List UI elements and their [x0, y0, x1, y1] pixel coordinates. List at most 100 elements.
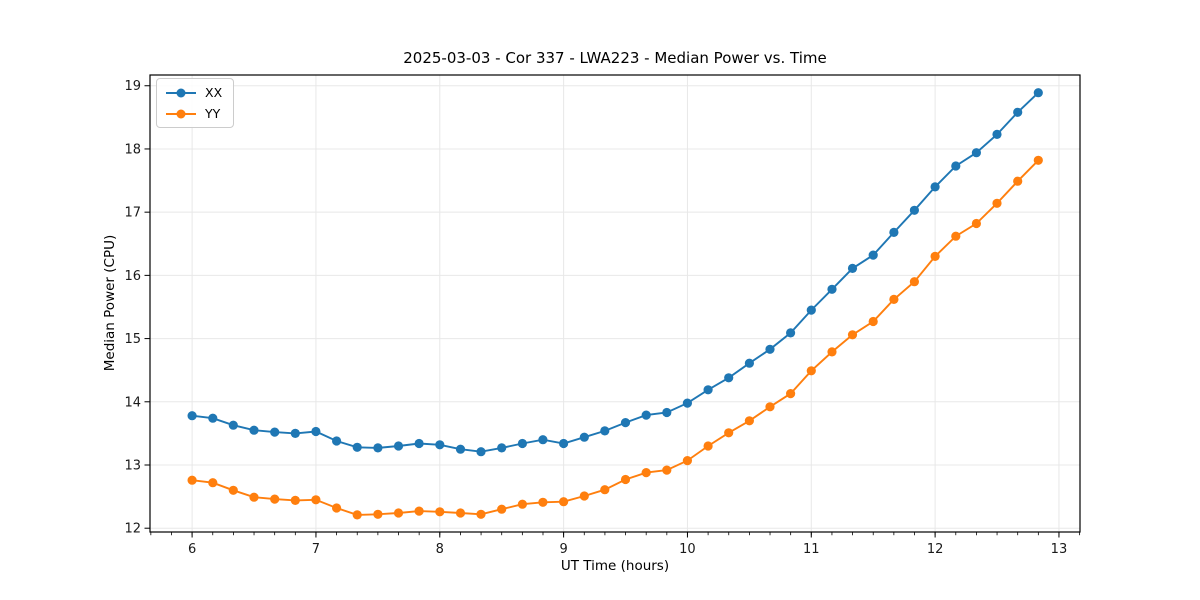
data-point-YY: [951, 231, 961, 241]
x-tick-label: 12: [927, 542, 944, 557]
data-point-YY: [559, 497, 569, 507]
data-point-XX: [806, 305, 816, 315]
data-point-YY: [414, 506, 424, 516]
data-point-YY: [393, 508, 404, 518]
legend-item-XX: XX: [166, 85, 222, 100]
data-point-YY: [620, 474, 631, 485]
y-tick-label: 18: [124, 142, 141, 157]
data-point-XX: [703, 385, 713, 395]
data-point-XX: [992, 129, 1002, 139]
legend-line-marker-icon: [166, 112, 196, 115]
data-point-XX: [847, 263, 858, 273]
y-tick-label: 16: [124, 269, 141, 284]
x-axis-label: UT Time (hours): [560, 558, 670, 574]
data-point-XX: [868, 250, 878, 260]
data-point-YY: [373, 509, 383, 519]
data-point-YY: [208, 478, 218, 488]
y-tick-label: 17: [124, 206, 141, 221]
chart-title: 2025-03-03 - Cor 337 - LWA223 - Median P…: [403, 49, 827, 67]
data-point-XX: [393, 441, 404, 451]
legend-item-YY: YY: [166, 106, 222, 121]
data-point-XX: [579, 432, 589, 442]
data-point-XX: [187, 411, 197, 421]
data-point-YY: [744, 416, 755, 426]
data-point-YY: [724, 428, 734, 438]
data-point-XX: [435, 440, 445, 450]
y-tick-label: 19: [124, 79, 141, 94]
legend-label: XX: [205, 85, 223, 100]
data-point-XX: [682, 398, 693, 408]
data-point-YY: [600, 485, 610, 495]
data-point-YY: [992, 198, 1002, 208]
data-point-YY: [703, 441, 713, 451]
data-point-XX: [497, 443, 507, 453]
data-point-YY: [435, 507, 445, 517]
data-point-XX: [538, 435, 548, 445]
data-point-YY: [641, 468, 651, 478]
data-point-XX: [641, 410, 651, 420]
data-point-XX: [455, 444, 466, 454]
data-point-XX: [311, 426, 321, 437]
data-point-XX: [249, 425, 259, 435]
y-axis-label: Median Power (CPU): [102, 234, 118, 372]
data-point-XX: [662, 407, 672, 418]
x-tick-label: 7: [312, 542, 320, 557]
data-point-YY: [455, 508, 466, 518]
legend-label: YY: [205, 106, 221, 121]
data-point-XX: [332, 436, 342, 446]
x-tick-label: 9: [559, 542, 567, 557]
data-point-YY: [187, 475, 197, 485]
x-tick-label: 13: [1051, 542, 1068, 557]
series-line-XX: [191, 92, 1039, 453]
data-point-XX: [971, 148, 982, 158]
data-point-YY: [249, 492, 259, 502]
data-point-XX: [1013, 107, 1023, 117]
data-point-XX: [765, 344, 775, 354]
legend: XX YY: [156, 78, 235, 128]
data-point-XX: [373, 443, 383, 453]
y-tick-label: 15: [124, 332, 141, 347]
data-point-YY: [517, 499, 528, 509]
data-point-YY: [930, 251, 940, 261]
data-point-XX: [290, 428, 300, 438]
data-point-YY: [290, 495, 300, 505]
x-tick-label: 10: [679, 542, 696, 557]
data-point-XX: [909, 205, 920, 215]
data-point-XX: [1033, 88, 1043, 98]
data-point-YY: [909, 277, 920, 287]
data-point-YY: [579, 491, 589, 501]
data-point-XX: [228, 420, 238, 430]
x-tick-label: 6: [188, 542, 196, 557]
data-point-YY: [538, 497, 548, 507]
data-point-XX: [620, 418, 631, 428]
data-point-YY: [765, 402, 775, 412]
data-point-YY: [662, 465, 672, 475]
data-point-XX: [270, 427, 280, 437]
data-point-YY: [332, 503, 342, 513]
data-point-YY: [682, 456, 693, 466]
data-point-XX: [889, 227, 899, 237]
data-point-XX: [352, 442, 362, 452]
data-point-YY: [311, 495, 321, 505]
data-point-YY: [270, 494, 280, 504]
data-point-YY: [827, 347, 837, 357]
data-point-XX: [559, 438, 569, 449]
data-point-XX: [930, 182, 940, 192]
data-point-XX: [786, 328, 796, 338]
data-point-XX: [208, 413, 218, 423]
data-point-YY: [971, 218, 982, 229]
data-point-YY: [352, 510, 362, 520]
data-point-YY: [476, 509, 486, 519]
x-tick-label: 11: [803, 542, 820, 557]
data-point-YY: [228, 485, 238, 495]
data-point-YY: [1013, 176, 1023, 186]
data-point-YY: [889, 294, 899, 304]
data-point-YY: [1033, 155, 1043, 165]
data-point-XX: [744, 358, 755, 368]
x-tick-label: 8: [436, 542, 444, 557]
data-point-YY: [786, 389, 796, 399]
data-point-XX: [724, 373, 734, 383]
y-tick-label: 12: [124, 522, 141, 537]
